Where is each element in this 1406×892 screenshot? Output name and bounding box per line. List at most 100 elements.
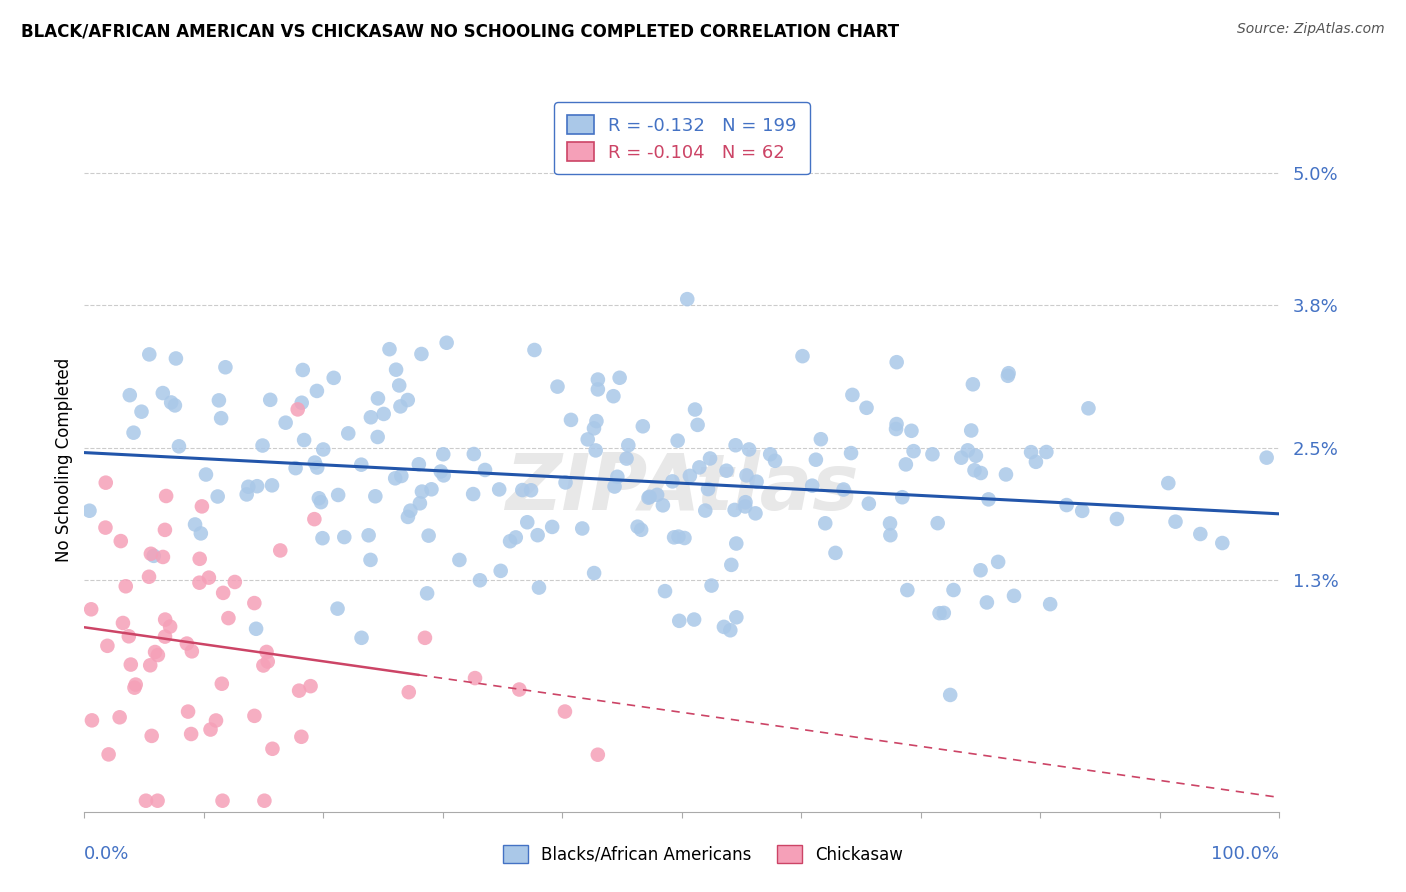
Point	[198, 571, 221, 585]
Point	[928, 606, 950, 620]
Point	[94, 520, 117, 534]
Point	[638, 490, 661, 504]
Point	[516, 515, 538, 529]
Point	[373, 407, 395, 421]
Point	[307, 460, 329, 475]
Point	[921, 447, 943, 461]
Point	[152, 386, 174, 401]
Point	[259, 392, 281, 407]
Point	[409, 496, 432, 510]
Point	[900, 424, 922, 438]
Point	[554, 705, 576, 719]
Point	[135, 794, 157, 808]
Point	[942, 582, 965, 597]
Point	[304, 512, 326, 526]
Point	[560, 413, 582, 427]
Point	[398, 685, 420, 699]
Point	[668, 614, 690, 628]
Point	[350, 631, 373, 645]
Point	[716, 464, 738, 478]
Point	[290, 730, 312, 744]
Point	[977, 492, 1000, 507]
Point	[734, 495, 756, 509]
Point	[420, 483, 443, 497]
Point	[824, 546, 846, 560]
Point	[463, 487, 485, 501]
Point	[616, 451, 638, 466]
Point	[146, 648, 169, 662]
Point	[312, 442, 335, 457]
Point	[256, 655, 278, 669]
Point	[411, 347, 433, 361]
Y-axis label: No Schooling Completed: No Schooling Completed	[55, 358, 73, 561]
Point	[139, 658, 162, 673]
Point	[260, 478, 283, 492]
Point	[631, 419, 654, 434]
Point	[124, 681, 146, 695]
Point	[583, 566, 606, 580]
Point	[287, 402, 309, 417]
Point	[527, 581, 550, 595]
Point	[385, 362, 408, 376]
Point	[429, 465, 451, 479]
Text: Source: ZipAtlas.com: Source: ZipAtlas.com	[1237, 22, 1385, 37]
Point	[510, 483, 533, 497]
Point	[666, 434, 689, 448]
Point	[188, 551, 211, 566]
Point	[309, 495, 332, 509]
Point	[350, 458, 373, 472]
Point	[96, 639, 118, 653]
Point	[804, 452, 827, 467]
Legend: R = -0.132   N = 199, R = -0.104   N = 62: R = -0.132 N = 199, R = -0.104 N = 62	[554, 102, 810, 174]
Point	[688, 460, 710, 475]
Point	[152, 549, 174, 564]
Point	[418, 528, 440, 542]
Point	[111, 615, 134, 630]
Point	[896, 583, 918, 598]
Point	[180, 644, 202, 658]
Point	[695, 503, 717, 517]
Point	[759, 447, 782, 461]
Point	[146, 794, 169, 808]
Point	[449, 553, 471, 567]
Point	[364, 489, 387, 503]
Point	[357, 528, 380, 542]
Point	[328, 488, 350, 502]
Point	[654, 584, 676, 599]
Point	[389, 469, 412, 483]
Point	[879, 516, 901, 531]
Point	[190, 526, 212, 541]
Point	[120, 657, 142, 672]
Point	[554, 475, 576, 490]
Point	[744, 507, 766, 521]
Point	[1019, 445, 1042, 459]
Point	[269, 543, 291, 558]
Point	[884, 422, 907, 436]
Point	[367, 392, 389, 406]
Point	[153, 613, 176, 627]
Point	[208, 393, 231, 408]
Point	[308, 491, 330, 506]
Point	[305, 384, 328, 398]
Point	[360, 553, 382, 567]
Point	[960, 424, 983, 438]
Point	[188, 575, 211, 590]
Point	[463, 447, 485, 461]
Point	[1105, 512, 1128, 526]
Point	[547, 379, 569, 393]
Legend: Blacks/African Americans, Chickasaw: Blacks/African Americans, Chickasaw	[496, 838, 910, 871]
Point	[160, 395, 183, 409]
Point	[541, 520, 564, 534]
Point	[468, 574, 491, 588]
Point	[399, 503, 422, 517]
Point	[1039, 597, 1062, 611]
Point	[801, 478, 824, 492]
Point	[322, 371, 344, 385]
Point	[965, 449, 987, 463]
Point	[184, 517, 207, 532]
Point	[839, 446, 862, 460]
Point	[97, 747, 120, 762]
Point	[939, 688, 962, 702]
Point	[734, 500, 756, 514]
Point	[436, 335, 458, 350]
